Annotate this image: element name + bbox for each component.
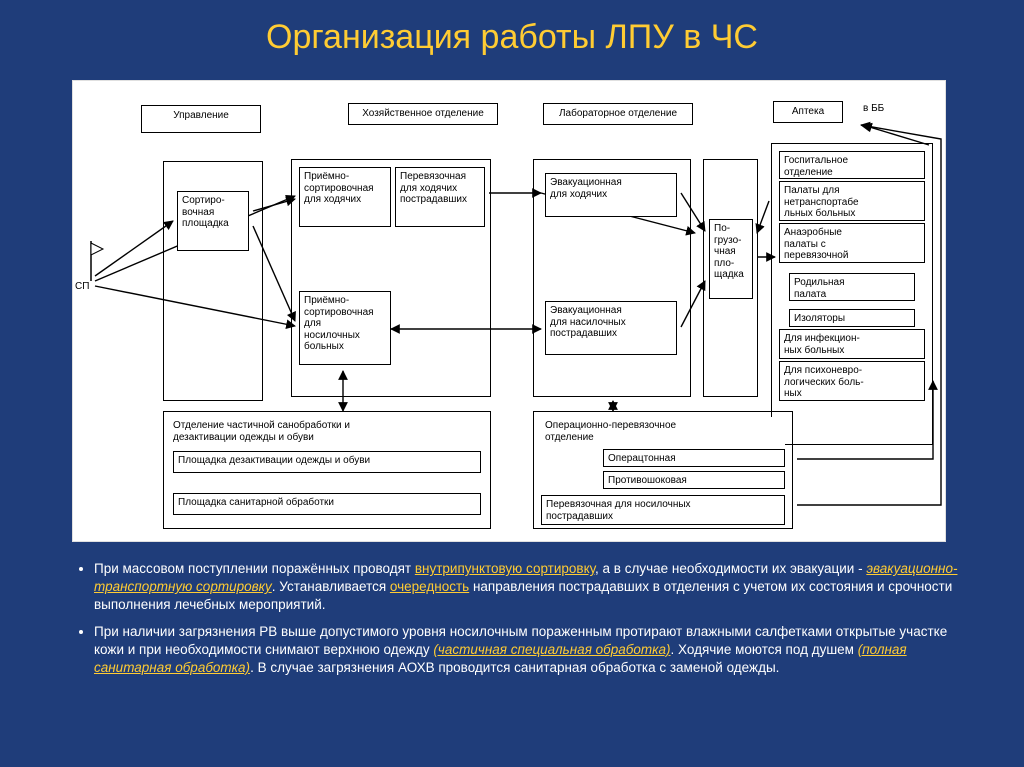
box-b_evac_walk: Эвакуационная для ходячих [545, 173, 677, 217]
box-b_isol_psy: Для психоневро- логических боль- ных [779, 361, 925, 401]
box-b_isol_inf: Для инфекцион- ных больных [779, 329, 925, 359]
box-b_wards: Палаты для нетранспортабе льных больных [779, 181, 925, 221]
box-b_recv_walk: Приёмно- сортировочная для ходячих [299, 167, 391, 227]
bullet-item: При массовом поступлении поражённых пров… [94, 560, 972, 615]
box-b_anaer: Анаэробные палаты с перевязочной [779, 223, 925, 263]
box-b_san_hdr: Отделение частичной санобработки и дезак… [169, 417, 485, 447]
box-b_load: По- грузо- чная пло- щадка [709, 219, 753, 299]
label-bb: в ББ [863, 103, 884, 114]
bullet-item: При наличии загрязнения РВ выше допустим… [94, 623, 972, 678]
header-h_econ: Хозяйственное отделение [348, 103, 498, 125]
box-b_evac_stretch: Эвакуационная для насилочных пострадавши… [545, 301, 677, 355]
box-b_hosp_dept: Госпитальное отделение [779, 151, 925, 179]
flag-icon [87, 239, 105, 288]
slide: Организация работы ЛПУ в ЧС Управление Хо… [0, 0, 1024, 767]
box-b_shock: Противошоковая [603, 471, 785, 489]
bullet-list: При массовом поступлении поражённых пров… [72, 560, 972, 685]
box-b_birth: Родильная палата [789, 273, 915, 301]
box-b_oper: Операцтонная [603, 449, 785, 467]
header-h_mgmt: Управление [141, 105, 261, 133]
box-b_isol_hdr: Изоляторы [789, 309, 915, 327]
label-sp: СП [75, 281, 89, 292]
box-b_san_san: Площадка санитарной обработки [173, 493, 481, 515]
box-b_san_deact: Площадка дезактивации одежды и обуви [173, 451, 481, 473]
box-b_dress_stretch: Перевязочная для носилочных пострадавших [541, 495, 785, 525]
box-b_sort: Сортиро- вочная площадка [177, 191, 249, 251]
header-h_pharm: Аптека [773, 101, 843, 123]
box-b_oper_hdr: Операционно-перевязочное отделение [541, 417, 785, 445]
box-b_dress_walk: Перевязочная для ходячих пострадавших [395, 167, 485, 227]
diagram-canvas: Управление Хозяйственное отделение Лаборат… [72, 80, 946, 542]
slide-title: Организация работы ЛПУ в ЧС [0, 18, 1024, 57]
box-b_recv_stretch: Приёмно- сортировочная для носилочных бо… [299, 291, 391, 365]
header-h_lab: Лабораторное отделение [543, 103, 693, 125]
